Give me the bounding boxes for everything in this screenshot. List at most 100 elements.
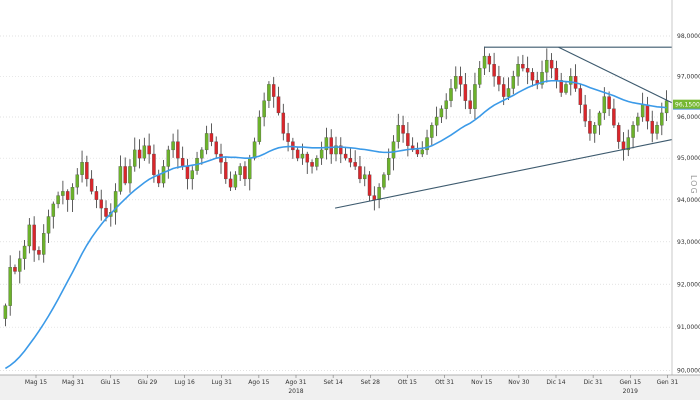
candle-up [631, 125, 635, 138]
candle-down [525, 68, 530, 73]
candle-up [204, 133, 209, 151]
y-tick-label: 91,0000 [677, 324, 700, 331]
candle-up [70, 187, 75, 200]
candle-up [511, 76, 516, 89]
x-tick-label: Lug 16 [174, 379, 195, 386]
candle-up [41, 233, 46, 255]
candle-down [123, 166, 127, 184]
candle-up [449, 88, 453, 101]
candle-down [554, 68, 559, 81]
candle-down [310, 162, 314, 167]
candle-down [578, 88, 583, 105]
trend-line [558, 46, 673, 104]
candle-up [118, 166, 123, 192]
x-tick-label: Nov 15 [471, 379, 492, 386]
candle-down [521, 64, 525, 69]
y-tick-label: 90,0000 [677, 368, 700, 375]
x-tick-label: Giu 29 [138, 379, 158, 386]
candle-up [626, 137, 631, 151]
x-tick-label: Ott 31 [435, 379, 454, 386]
candle-down [65, 191, 70, 200]
candle-down [276, 96, 281, 114]
candle-down [621, 141, 626, 151]
candle-down [607, 96, 611, 109]
candle-down [94, 191, 99, 200]
scale-mode-toggle[interactable]: LOG [689, 175, 698, 195]
candle-up [636, 116, 640, 126]
candle-up [51, 203, 56, 217]
candle-up [564, 84, 568, 93]
candle-up [233, 174, 238, 188]
candle-down [104, 207, 108, 217]
candle-down [415, 149, 420, 155]
candle-down [339, 145, 343, 155]
candle-up [430, 125, 434, 138]
x-tick-label: Ago 31 [285, 379, 306, 386]
y-tick-label: 95,0000 [677, 155, 700, 162]
candle-up [18, 258, 22, 272]
candle-down [401, 125, 405, 134]
candle-down [13, 267, 17, 272]
x-tick-label: Ago 15 [248, 379, 269, 386]
price-badge-label: 96,1500 [675, 102, 700, 109]
candle-down [224, 162, 228, 180]
y-tick-label: 92,0000 [677, 281, 700, 288]
candle-down [645, 104, 650, 122]
candle-up [267, 84, 271, 101]
candle-up [161, 166, 166, 184]
candle-up [478, 68, 482, 85]
candle-down [214, 141, 218, 155]
candle-down [281, 112, 286, 134]
y-tick-label: 94,0000 [677, 197, 700, 204]
candle-down [549, 59, 554, 69]
candle-up [319, 149, 324, 159]
candle-up [128, 166, 132, 184]
candle-up [593, 125, 597, 134]
candle-up [377, 187, 381, 200]
candle-up [434, 116, 439, 126]
candle-down [559, 80, 563, 93]
candle-up [444, 100, 448, 109]
candle-down [85, 162, 89, 180]
candle-up [386, 158, 391, 175]
candle-up [660, 112, 664, 126]
candle-down [137, 149, 142, 159]
candle-up [473, 84, 477, 109]
candle-down [37, 250, 41, 255]
candle-up [142, 145, 147, 159]
plot-area [0, 0, 672, 375]
candle-down [343, 153, 348, 159]
candle-down [358, 166, 362, 180]
candle-down [271, 84, 276, 97]
candle-up [61, 191, 65, 196]
x-tick-label: Dic 31 [584, 379, 603, 386]
candle-up [113, 191, 118, 213]
candle-down [89, 178, 94, 192]
candle-up [540, 72, 544, 85]
candle-down [501, 84, 506, 97]
candle-down [209, 133, 214, 142]
x-tick-label: Set 28 [361, 379, 381, 386]
candle-down [228, 178, 233, 188]
y-tick-label: 96,0000 [677, 114, 700, 121]
candle-down [487, 55, 492, 65]
candle-down [185, 166, 190, 180]
candle-down [588, 120, 592, 134]
candle-up [655, 125, 659, 134]
candle-up [569, 76, 573, 85]
candle-down [176, 141, 180, 159]
candle-up [391, 141, 396, 159]
candle-up [640, 104, 645, 118]
candle-up [75, 174, 79, 188]
candle-up [238, 166, 242, 175]
candle-up [300, 153, 305, 159]
candle-down [305, 153, 309, 163]
candle-down [583, 104, 587, 122]
candle-up [363, 174, 367, 180]
candle-up [3, 305, 8, 319]
candle-down [530, 72, 535, 81]
x-tick-label: Gen 15 [619, 379, 641, 386]
candle-down [99, 199, 103, 209]
candle-up [257, 116, 262, 142]
